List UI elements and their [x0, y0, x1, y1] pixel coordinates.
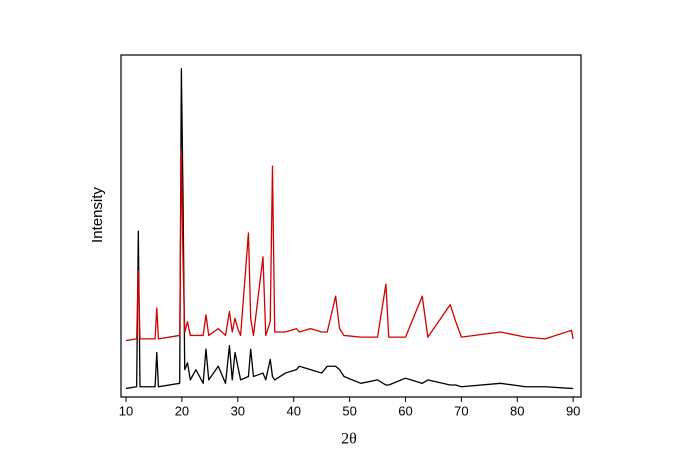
x-tick-label: 10 — [119, 403, 133, 418]
series-line — [125, 68, 574, 390]
x-axis-title: 2θ — [341, 431, 357, 448]
y-axis-title: Intensity — [89, 187, 106, 243]
x-tick-label: 20 — [175, 403, 189, 418]
series-line — [125, 150, 574, 342]
x-tick-label: 80 — [510, 403, 524, 418]
x-tick-label: 40 — [286, 403, 300, 418]
x-tick-label: 50 — [342, 403, 356, 418]
x-tick-label: 90 — [566, 403, 580, 418]
x-tick-label: 30 — [231, 403, 245, 418]
plot-frame — [120, 54, 582, 398]
x-tick-label: 60 — [398, 403, 412, 418]
x-tick-label: 70 — [454, 403, 468, 418]
